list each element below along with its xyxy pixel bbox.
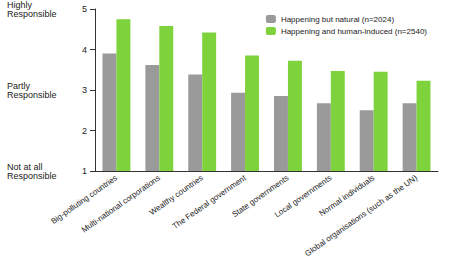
svg-text:2: 2	[82, 126, 87, 136]
svg-text:Global organisations (such as: Global organisations (such as the UN)	[303, 173, 419, 258]
svg-text:Happening and human-induced (n: Happening and human-induced (n=2540)	[281, 27, 427, 36]
svg-text:Multi-national corporations: Multi-national corporations	[80, 173, 162, 234]
svg-text:Big-polluting countries: Big-polluting countries	[49, 173, 119, 226]
svg-text:4: 4	[82, 45, 87, 55]
svg-text:1: 1	[82, 166, 87, 176]
svg-text:State governments: State governments	[230, 173, 291, 220]
svg-text:3: 3	[82, 85, 87, 95]
svg-text:The Federal government: The Federal government	[171, 173, 249, 231]
svg-text:Normal individuals: Normal individuals	[317, 173, 377, 219]
svg-text:5: 5	[82, 4, 87, 14]
svg-text:Not at all: Not at all	[7, 161, 45, 172]
svg-text:Responsible: Responsible	[7, 90, 57, 100]
svg-text:Wealthy countries: Wealthy countries	[147, 173, 205, 218]
svg-text:Partly: Partly	[7, 80, 33, 91]
svg-text:Local governments: Local governments	[272, 173, 334, 220]
svg-text:Responsible: Responsible	[7, 171, 57, 181]
svg-text:Responsible: Responsible	[7, 9, 57, 19]
svg-text:Happening but natural (n=2024): Happening but natural (n=2024)	[281, 15, 395, 24]
